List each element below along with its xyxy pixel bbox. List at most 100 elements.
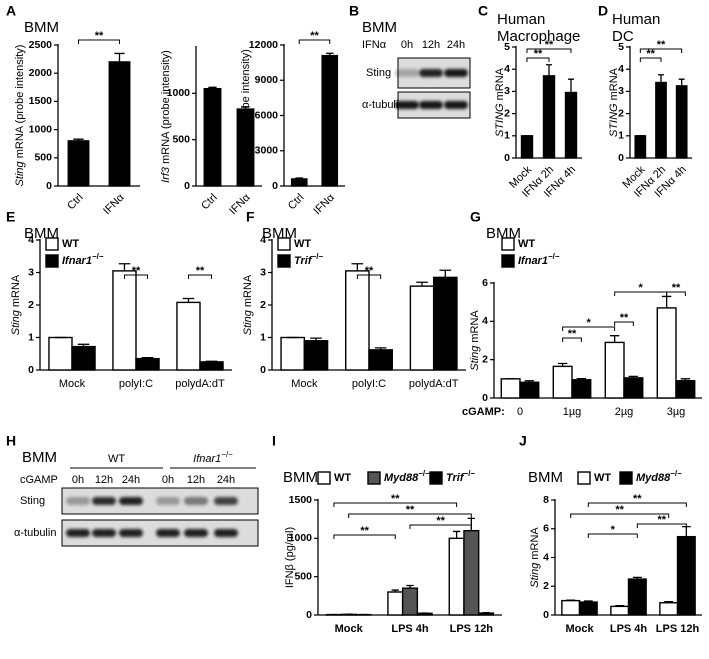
treatment-label: IFNα (362, 39, 387, 51)
lane-label: 12h (422, 39, 440, 51)
legend-label: WT (594, 472, 611, 484)
blot-band (92, 497, 116, 505)
significance-bracket (123, 274, 149, 279)
significance-bracket (562, 326, 616, 331)
panel-letter: E (6, 209, 15, 225)
significance-label: ** (360, 525, 369, 537)
y-label-text: mRNA (10, 274, 22, 310)
legend-swatch (45, 254, 59, 268)
y-tick-label: 0 (272, 180, 278, 192)
x-tick-label: LPS 12h (450, 623, 494, 635)
y-label-gene: STING (494, 103, 506, 137)
y-tick-label: 500 (294, 570, 312, 582)
y-axis-label: Sting mRNA (probe intensity) (14, 45, 26, 187)
legend-label: Myd88−/− (636, 469, 682, 484)
y-label-text: IFNβ (pg/ml) (284, 527, 296, 588)
bar (280, 336, 306, 371)
significance-bracket (666, 291, 686, 296)
significance-bracket (526, 48, 572, 53)
row-label: α-tubulin (362, 99, 404, 111)
legend-label: Ifnar1−/− (62, 252, 104, 267)
error-bar (416, 281, 428, 287)
error-bar (681, 525, 691, 537)
panel-title: Macrophage (497, 28, 580, 45)
significance-label: ** (615, 504, 624, 516)
y-tick-label: 6 (543, 523, 549, 535)
y-label-text: mRNA (probe intensity) (240, 49, 252, 166)
y-tick-label: 1000 (29, 123, 53, 135)
x-tick-label: polydA:dT (409, 378, 459, 390)
y-tick-label: 4 (618, 63, 624, 75)
y-label-text: mRNA (529, 527, 541, 563)
error-bar (391, 589, 399, 592)
error-bar (615, 605, 625, 607)
bar (448, 537, 465, 616)
y-label-gene: Irf7 (240, 165, 252, 182)
x-tick-label: polyI:C (119, 378, 153, 390)
error-bar (77, 343, 90, 347)
significance-bracket (409, 524, 472, 529)
superscript: −/− (670, 469, 682, 478)
error-bar (310, 337, 322, 341)
significance-bracket (187, 274, 213, 279)
bar (387, 591, 404, 616)
significance-label: ** (132, 265, 141, 277)
name: Myd88 (384, 472, 419, 484)
legend-label: WT (294, 238, 311, 250)
bar (401, 587, 419, 616)
bar (676, 535, 696, 616)
y-tick-label: 3 (28, 266, 34, 278)
significance-label: ** (633, 493, 642, 505)
blot-band (156, 497, 180, 505)
x-tick-label: Mock (291, 378, 318, 390)
significance-label: ** (196, 265, 205, 277)
bar (634, 135, 647, 159)
bar (48, 336, 73, 371)
panel-letter: D (598, 3, 608, 19)
significance-bracket (562, 337, 582, 342)
panel-title: BMM (283, 469, 318, 486)
panel-letter: I (272, 433, 276, 449)
legend-label: Ifnar1−/− (193, 450, 233, 465)
panel-title: BMM (528, 469, 563, 486)
y-axis-label: STING mRNA (608, 67, 620, 137)
y-axis-label: Sting mRNA (469, 310, 481, 371)
y-tick-label: 1 (618, 130, 624, 142)
y-tick-label: 500 (34, 152, 52, 164)
bar (290, 178, 308, 187)
significance-bracket (587, 502, 687, 507)
error-bar (583, 600, 593, 603)
y-tick-label: 6000 (255, 109, 279, 121)
bar (564, 91, 578, 159)
panel-title: Human (497, 11, 545, 28)
y-tick-label: 0 (28, 364, 34, 376)
legend-swatch (367, 471, 381, 485)
x-tick-label: Mock (59, 378, 86, 390)
blot-band (119, 529, 143, 537)
name: WT (518, 238, 535, 250)
x-tick-label: IFNα (311, 191, 337, 217)
lane-label: 0h (162, 474, 174, 486)
error-bar (632, 576, 642, 580)
significance-bracket (587, 533, 638, 538)
blot-band (214, 529, 238, 537)
x-tick-label: Ctrl (199, 192, 220, 213)
y-label-text: mRNA (494, 67, 506, 103)
x-tick-label: Ctrl (286, 192, 307, 213)
name: Myd88 (636, 472, 671, 484)
bar (500, 378, 521, 399)
panel-letter: H (6, 433, 16, 449)
blot-band (419, 101, 443, 109)
error-bar (576, 377, 587, 380)
legend-swatch (577, 471, 591, 485)
bar (610, 605, 630, 616)
error-bar (557, 362, 568, 367)
legend-swatch (501, 237, 515, 251)
legend-swatch (317, 471, 331, 485)
legend-swatch (429, 471, 443, 485)
y-axis-label: Sting mRNA (242, 274, 254, 335)
y-tick-label: 0 (543, 609, 549, 621)
error-bar (658, 74, 664, 83)
significance-label: ** (568, 328, 577, 340)
